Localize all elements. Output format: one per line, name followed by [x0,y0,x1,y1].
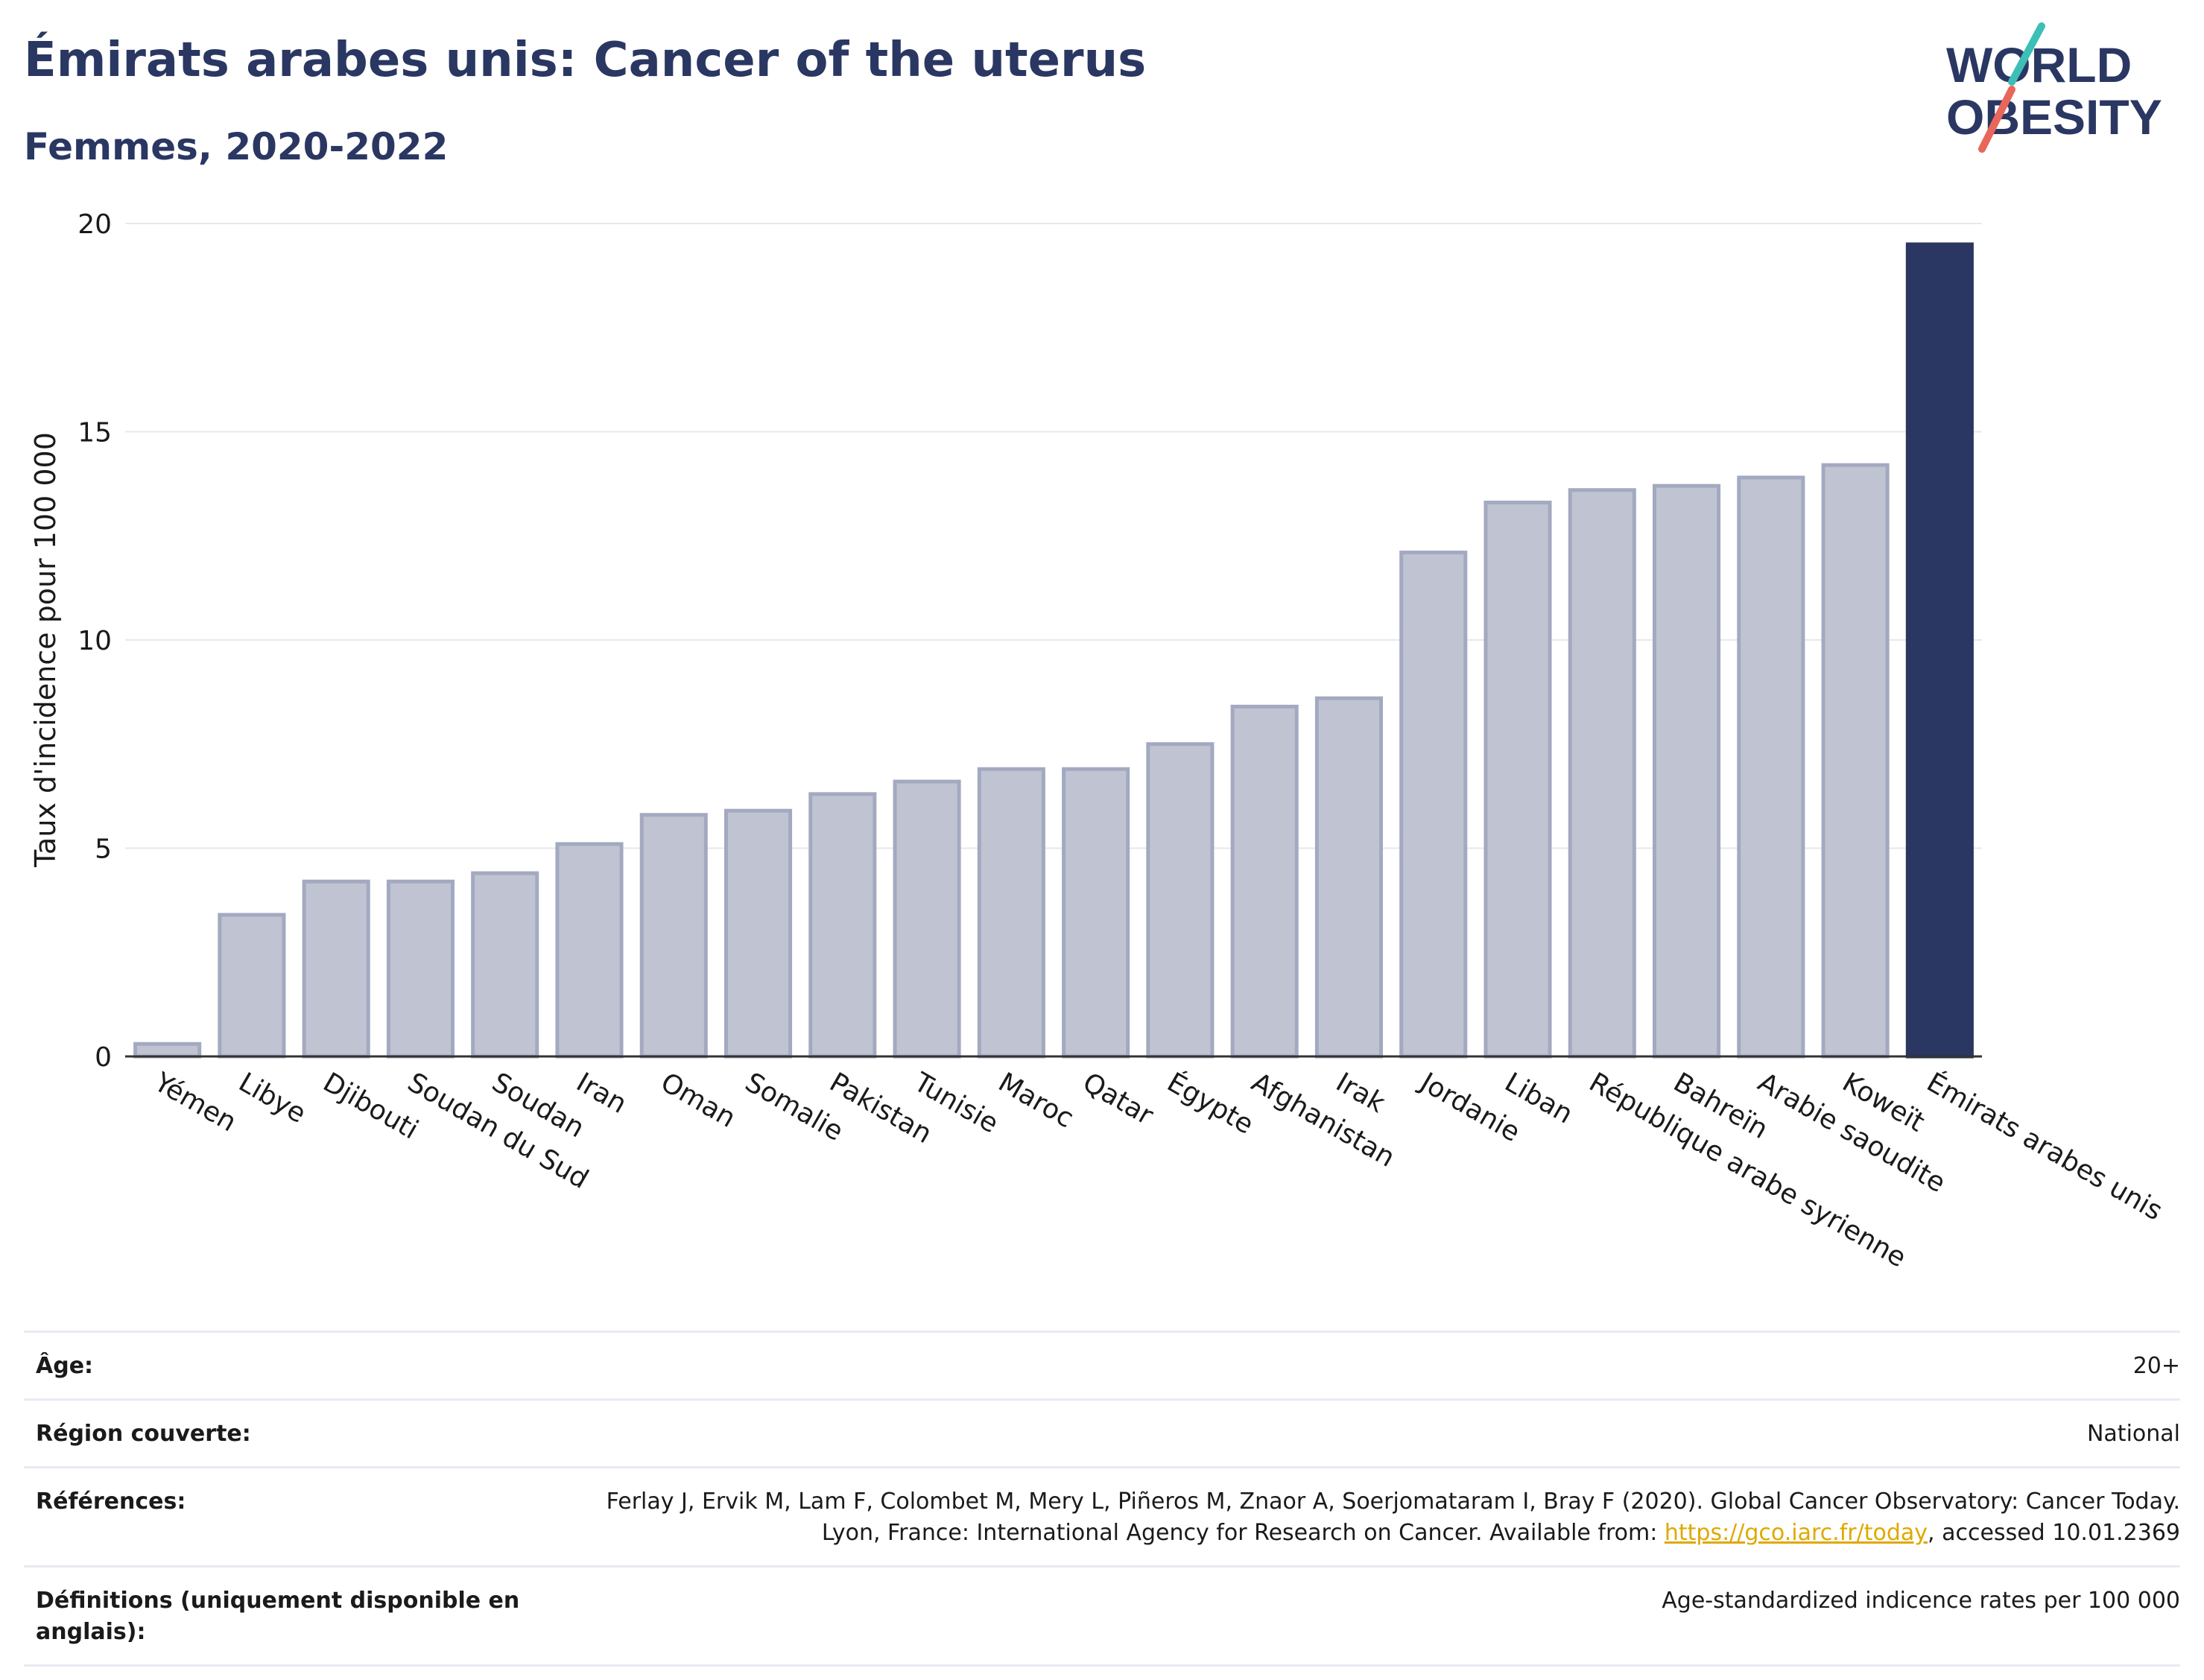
x-tick-label: Égypte [1162,1066,1258,1140]
bar [1314,696,1383,1059]
meta-row-references: Références: Ferlay J, Ervik M, Lam F, Co… [24,1466,2180,1565]
meta-row-definitions: Définitions (uniquement disponible en an… [24,1565,2180,1667]
bar [893,779,961,1059]
y-tick-label: 20 [77,209,112,240]
references-text: Ferlay J, Ervik M, Lam F, Colombet M, Me… [606,1489,2180,1546]
bar [808,792,877,1059]
x-tick-label: Émirats arabes unis [1922,1066,2168,1226]
chart-subtitle: Femmes, 2020-2022 [24,125,449,168]
x-tick-label: Qatar [1077,1067,1158,1131]
meta-row-region: Région couverte: National [24,1398,2180,1466]
logo-red-slash-icon [1978,86,2015,153]
y-tick-label: 0 [95,1042,112,1073]
y-tick-label: 15 [77,418,112,448]
meta-definitions-label: Définitions (uniquement disponible en an… [36,1588,520,1645]
bar [302,879,370,1059]
logo-line1: WORLD [1946,37,2132,92]
meta-definitions-value: Age-standardized indicence rates per 100… [1662,1588,2180,1614]
meta-region-value: National [2086,1421,2180,1447]
bar [218,913,286,1059]
metadata-table: Âge: 20+ Région couverte: National Référ… [24,1331,2180,1667]
bar [386,879,455,1059]
meta-references-value: Ferlay J, Ervik M, Lam F, Colombet M, Me… [528,1486,2180,1549]
bar [1905,242,1974,1059]
x-tick-label: Libye [233,1067,311,1129]
meta-row-age: Âge: 20+ [24,1331,2180,1398]
bar-chart: 0 5 10 15 20 Taux d'incidence pour 100 000 Y… [29,209,2167,1274]
chart-title: Émirats arabes unis: Cancer of the uteru… [24,33,1147,88]
logo-line2: OBESITY [1946,89,2162,145]
bar [639,813,708,1059]
y-axis-ticks: 0 5 10 15 20 [77,209,112,1073]
bars [133,242,1974,1059]
x-tick-label: Afghanistan [1247,1067,1400,1173]
bar [1146,742,1215,1059]
bar [1653,484,1721,1059]
bar [133,1042,202,1059]
meta-region-label: Région couverte: [36,1421,251,1447]
references-accessed: , accessed 10.01.2369 [1928,1520,2180,1546]
x-tick-label: Djibouti [318,1067,423,1145]
x-tick-label: Yémen [148,1067,241,1138]
bar [1399,551,1468,1059]
x-tick-label: Maroc [993,1067,1079,1134]
bar [1737,475,1805,1059]
bar [471,871,539,1059]
meta-age-value: 20+ [2132,1353,2180,1379]
y-tick-label: 5 [95,834,112,865]
x-tick-label: Irak [1331,1067,1390,1119]
bar [1230,704,1299,1059]
logo-teal-slash-icon [2008,22,2045,86]
bar [1568,488,1636,1059]
meta-age-label: Âge: [36,1353,94,1379]
bar [1483,501,1552,1059]
y-tick-label: 10 [77,626,112,656]
bar [1821,463,1890,1059]
meta-references-label: Références: [36,1489,186,1515]
bar [724,808,793,1059]
y-axis-label: Taux d'incidence pour 100 000 [29,432,62,868]
references-link[interactable]: https://gco.iarc.fr/today [1664,1520,1928,1546]
bar [977,767,1045,1059]
x-tick-label: Oman [656,1067,741,1134]
bar [555,842,624,1059]
bar [1062,767,1130,1059]
world-obesity-logo: WORLD OBESITY [1946,22,2162,153]
